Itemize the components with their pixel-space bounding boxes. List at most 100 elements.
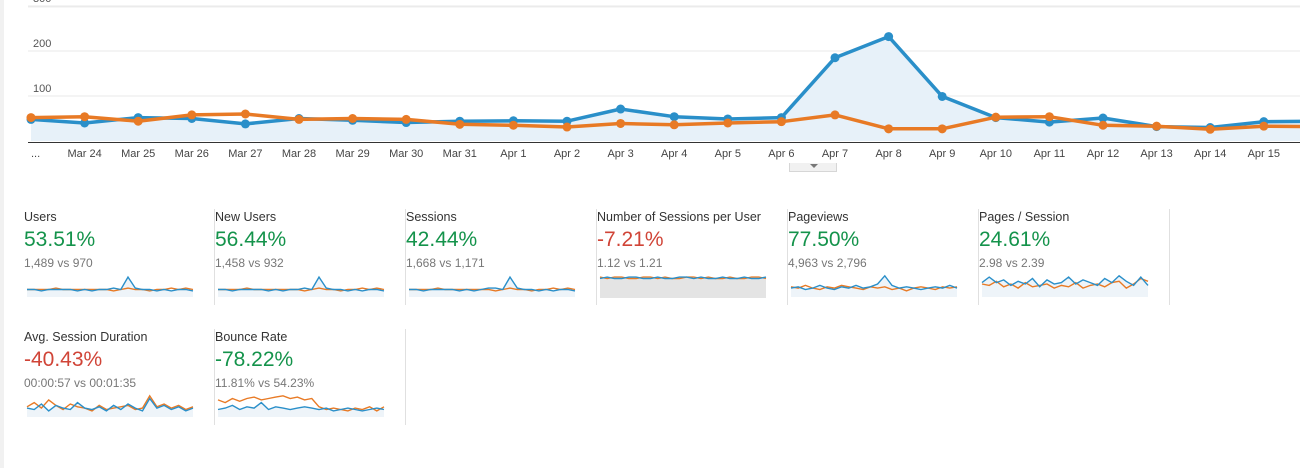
metric-divider <box>214 329 215 425</box>
sparkline-current <box>599 276 767 280</box>
x-tick-label: Apr 8 <box>875 148 901 160</box>
chevron-down-icon <box>810 164 818 168</box>
x-tick-label: Mar 25 <box>121 148 155 160</box>
metric-sparkline <box>217 395 385 417</box>
sparkline-area <box>791 275 957 297</box>
metric-name: New Users <box>215 210 277 224</box>
sparkline-area <box>27 277 193 297</box>
sparkline-current <box>26 397 194 412</box>
x-tick-label: Apr 5 <box>715 148 741 160</box>
metric-sessions[interactable]: Sessions 42.44% 1,668 vs 1,171 <box>406 209 597 305</box>
x-tick-label: Apr 7 <box>822 148 848 160</box>
data-point <box>776 117 786 127</box>
metric-comparison: 2.98 vs 2.39 <box>979 256 1045 270</box>
metric-divider <box>214 209 215 305</box>
data-point <box>240 119 250 129</box>
metric-divider <box>405 329 406 425</box>
data-point <box>508 120 518 130</box>
metric-change: 77.50% <box>788 228 860 251</box>
data-point <box>991 112 1001 122</box>
sparkline-current <box>218 275 385 292</box>
metric-divider <box>1169 209 1170 305</box>
data-point <box>1205 124 1215 134</box>
metric-change: -78.22% <box>215 348 294 371</box>
metric-comparison: 1,668 vs 1,171 <box>406 256 485 270</box>
metric-name: Avg. Session Duration <box>24 330 148 344</box>
metric-users[interactable]: Users 53.51% 1,489 vs 970 <box>24 209 215 305</box>
metric-change: -7.21% <box>597 228 664 251</box>
left-edge-rule <box>0 0 4 468</box>
metric-change: 53.51% <box>24 228 96 251</box>
data-point <box>884 124 894 134</box>
metric-avg-session-duration[interactable]: Avg. Session Duration -40.43% 00:00:57 v… <box>24 329 215 425</box>
metric-change: 42.44% <box>406 228 478 251</box>
chart-collapse-handle[interactable] <box>789 163 837 172</box>
x-tick-label: Apr 11 <box>1034 148 1066 160</box>
data-point <box>937 91 947 101</box>
data-point <box>884 32 894 42</box>
x-tick-label: Apr 14 <box>1194 148 1226 160</box>
metric-change: 56.44% <box>215 228 287 251</box>
metric-sessions-per-user[interactable]: Number of Sessions per User -7.21% 1.12 … <box>597 209 788 305</box>
metric-pages-per-session[interactable]: Pages / Session 24.61% 2.98 vs 2.39 <box>979 209 1170 305</box>
sparkline-current <box>790 274 958 291</box>
sparkline-area <box>600 277 766 298</box>
sparkline-current <box>27 275 194 292</box>
metric-bounce-rate[interactable]: Bounce Rate -78.22% 11.81% vs 54.23% <box>215 329 406 425</box>
x-tick-label: Apr 6 <box>768 148 794 160</box>
metric-divider <box>787 209 788 305</box>
data-point <box>348 114 358 123</box>
metric-sparkline <box>599 276 767 298</box>
data-point <box>616 104 626 114</box>
metric-comparison: 00:00:57 vs 00:01:35 <box>24 376 137 390</box>
metric-sparkline <box>218 275 385 297</box>
sparkline-current <box>409 275 576 292</box>
data-point <box>1152 121 1162 131</box>
metric-sparkline <box>26 394 194 417</box>
sparkline-area <box>27 398 193 417</box>
metric-sparkline <box>790 274 958 297</box>
sparkline-current <box>981 274 1149 288</box>
x-tick-label: Apr 15 <box>1248 148 1280 160</box>
metric-comparison: 1.12 vs 1.21 <box>597 256 663 270</box>
metric-name: Pageviews <box>788 210 849 224</box>
data-point <box>562 122 572 132</box>
data-point <box>669 120 679 130</box>
sparkline-area <box>409 277 575 297</box>
metric-name: Bounce Rate <box>215 330 288 344</box>
metric-comparison: 11.81% vs 54.23% <box>215 376 315 390</box>
sparkline-compare <box>217 395 385 412</box>
x-tick-label: Mar 31 <box>443 148 477 160</box>
metric-new-users[interactable]: New Users 56.44% 1,458 vs 932 <box>215 209 406 305</box>
sparkline-area <box>218 402 384 417</box>
sparkline-area <box>218 277 384 297</box>
y-tick-label: 300 <box>33 0 51 5</box>
x-tick-label: Mar 27 <box>228 148 262 160</box>
x-tick-label: ... <box>31 148 40 160</box>
metric-name: Users <box>24 210 57 224</box>
data-point <box>723 118 733 128</box>
metric-divider <box>405 209 406 305</box>
data-point <box>830 53 840 63</box>
y-tick-label: 200 <box>33 38 51 50</box>
x-tick-label: Apr 12 <box>1087 148 1119 160</box>
metric-comparison: 4,963 vs 2,796 <box>788 256 867 270</box>
data-point <box>80 118 90 128</box>
metric-name: Number of Sessions per User <box>597 210 761 224</box>
data-point <box>1044 112 1054 122</box>
data-point <box>616 118 626 128</box>
x-tick-label: Apr 10 <box>980 148 1012 160</box>
data-point <box>1259 121 1269 131</box>
metric-sparkline <box>27 275 194 297</box>
metric-pageviews[interactable]: Pageviews 77.50% 4,963 vs 2,796 <box>788 209 979 305</box>
sessions-over-time-chart: 100 200 300... Mar 24 Mar 25 Mar 26 Mar 27 Mar … <box>26 0 1300 160</box>
metric-comparison: 1,458 vs 932 <box>215 256 284 270</box>
y-tick-label: 100 <box>33 83 51 95</box>
data-point <box>830 110 840 120</box>
x-tick-label: Mar 30 <box>389 148 423 160</box>
x-tick-label: Apr 9 <box>929 148 955 160</box>
data-point <box>80 112 90 122</box>
metric-change: 24.61% <box>979 228 1051 251</box>
x-tick-label: Mar 28 <box>282 148 316 160</box>
data-point <box>187 110 197 120</box>
